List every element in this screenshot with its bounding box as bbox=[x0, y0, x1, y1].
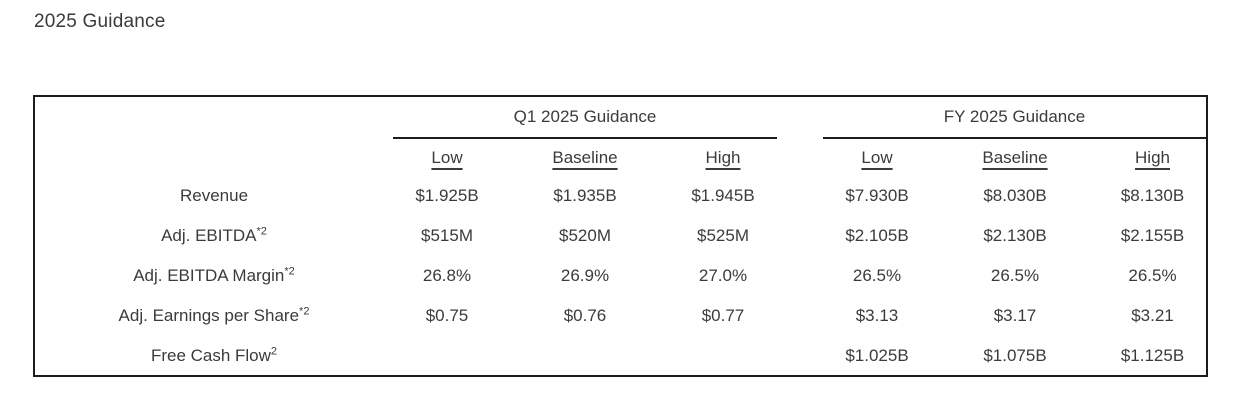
group-gap bbox=[777, 138, 823, 176]
cell-q1-baseline: 26.9% bbox=[560, 266, 610, 285]
row-label: Adj. EBITDA*2 bbox=[34, 216, 393, 256]
group-header-q1: Q1 2025 Guidance bbox=[393, 96, 777, 139]
cell-q1-baseline: $1.935B bbox=[553, 186, 617, 205]
column-header-fy-low: Low bbox=[861, 147, 893, 167]
cell-q1-baseline: $520M bbox=[559, 226, 611, 245]
row-label-text: Adj. Earnings per Share bbox=[118, 306, 300, 325]
group-gap bbox=[777, 336, 823, 376]
row-label-text: Free Cash Flow bbox=[150, 345, 271, 365]
table-row-adj-ebitda: Adj. EBITDA*2 $515M $520M $525M $2.105B … bbox=[34, 216, 1207, 256]
table-row-adj-eps: Adj. Earnings per Share*2 $0.75 $0.76 $0… bbox=[34, 296, 1207, 336]
row-label: Adj. Earnings per Share*2 bbox=[34, 296, 393, 336]
cell-q1-low: 26.8% bbox=[422, 266, 472, 285]
row-label-sup: *2 bbox=[299, 305, 310, 318]
group-header-row: Q1 2025 Guidance FY 2025 Guidance bbox=[34, 96, 1207, 139]
cell-q1-high: $1.945B bbox=[691, 186, 755, 205]
cell-fy-low: 26.5% bbox=[852, 266, 902, 285]
group-header-fy: FY 2025 Guidance bbox=[823, 96, 1207, 139]
row-label-sup: 2 bbox=[270, 344, 278, 357]
row-label-text: Adj. EBITDA bbox=[161, 226, 257, 245]
row-label: Adj. EBITDA Margin*2 bbox=[34, 256, 393, 296]
group-gap bbox=[777, 216, 823, 256]
group-gap bbox=[777, 296, 823, 336]
empty-cell bbox=[34, 138, 393, 176]
cell-q1-low: $0.75 bbox=[425, 306, 469, 325]
cell-fy-low: $7.930B bbox=[845, 186, 909, 205]
cell-fy-low: $2.105B bbox=[845, 226, 909, 245]
table-row-free-cash-flow: Free Cash Flow2 $1.025B $1.075B $1.125B bbox=[34, 336, 1207, 376]
empty-cell bbox=[34, 96, 393, 138]
table-row-adj-ebitda-margin: Adj. EBITDA Margin*2 26.8% 26.9% 27.0% 2… bbox=[34, 256, 1207, 296]
cell-q1-high bbox=[669, 336, 777, 376]
cell-fy-baseline: $3.17 bbox=[993, 306, 1037, 325]
row-label-text: Adj. EBITDA Margin bbox=[133, 266, 285, 285]
cell-fy-baseline: $1.075B bbox=[983, 345, 1047, 365]
cell-fy-low: $3.13 bbox=[855, 306, 899, 325]
cell-fy-low: $1.025B bbox=[845, 345, 909, 365]
row-label-sup: *2 bbox=[256, 225, 267, 238]
row-label-text: Revenue bbox=[179, 186, 249, 205]
cell-q1-low: $515M bbox=[421, 226, 473, 245]
group-gap bbox=[777, 96, 823, 138]
cell-fy-baseline: 26.5% bbox=[990, 266, 1040, 285]
table-row-revenue: Revenue $1.925B $1.935B $1.945B $7.930B … bbox=[34, 176, 1207, 216]
group-gap bbox=[777, 176, 823, 216]
cell-fy-high: $8.130B bbox=[1120, 186, 1185, 205]
cell-fy-high: $3.21 bbox=[1131, 306, 1174, 325]
guidance-table: Q1 2025 Guidance FY 2025 Guidance Low Ba… bbox=[33, 95, 1208, 377]
column-header-q1-low: Low bbox=[431, 147, 463, 167]
row-label: Free Cash Flow2 bbox=[34, 336, 393, 376]
column-header-q1-high: High bbox=[705, 147, 741, 167]
cell-q1-low bbox=[393, 336, 501, 376]
cell-q1-high: 27.0% bbox=[698, 266, 748, 285]
cell-q1-baseline bbox=[501, 336, 669, 376]
cell-fy-high: 26.5% bbox=[1128, 266, 1177, 285]
cell-fy-high: $2.155B bbox=[1120, 226, 1185, 245]
page-title: 2025 Guidance bbox=[34, 11, 166, 32]
cell-q1-high: $525M bbox=[697, 226, 749, 245]
cell-q1-low: $1.925B bbox=[415, 186, 479, 205]
row-label-sup: *2 bbox=[284, 265, 295, 278]
column-header-fy-high: High bbox=[1135, 147, 1170, 167]
cell-q1-high: $0.77 bbox=[701, 306, 745, 325]
column-header-q1-baseline: Baseline bbox=[552, 147, 618, 167]
column-header-row: Low Baseline High Low Baseline High bbox=[34, 138, 1207, 176]
cell-fy-baseline: $2.130B bbox=[983, 226, 1047, 245]
column-header-fy-baseline: Baseline bbox=[982, 147, 1048, 167]
cell-q1-baseline: $0.76 bbox=[563, 306, 607, 325]
cell-fy-baseline: $8.030B bbox=[983, 186, 1047, 205]
group-gap bbox=[777, 256, 823, 296]
cell-fy-high: $1.125B bbox=[1120, 345, 1185, 365]
row-label: Revenue bbox=[34, 176, 393, 216]
